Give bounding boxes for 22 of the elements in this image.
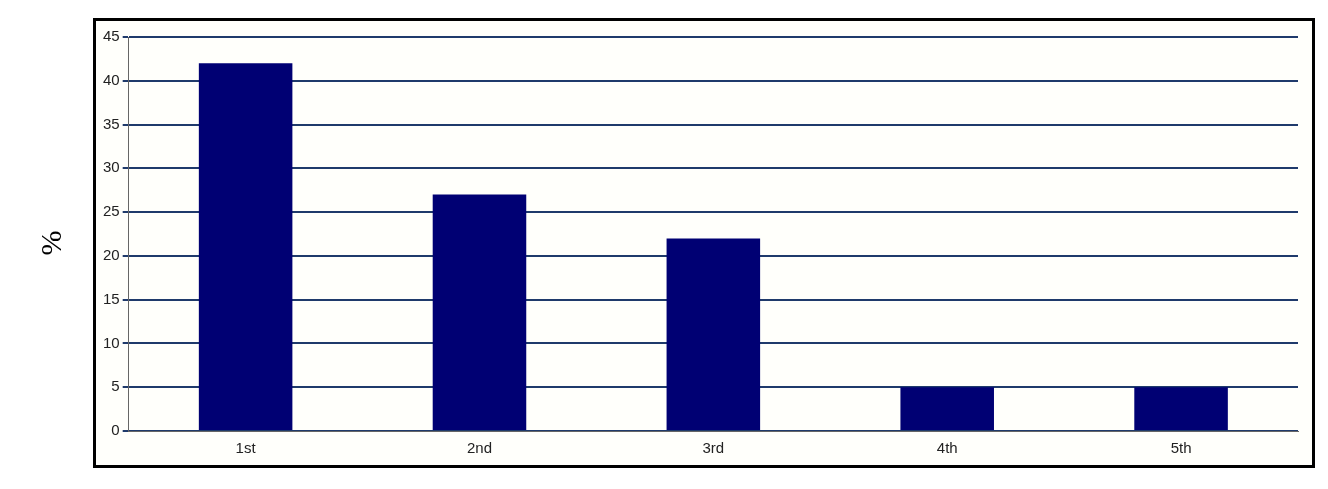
bar <box>1134 387 1228 430</box>
bar <box>900 387 994 430</box>
y-tick-label: 5 <box>111 377 120 395</box>
frame: 1st 2nd 3rd 4th 5th 0 5 10 15 20 25 30 35 40 45 <box>93 18 1315 468</box>
y-axis-title: % <box>33 230 68 256</box>
bar <box>198 63 293 430</box>
y-tick-label: 30 <box>103 158 120 176</box>
x-tick-label: 1st <box>235 439 257 457</box>
x-tick-label: 4th <box>936 439 958 457</box>
bar <box>666 238 761 430</box>
y-tick-label: 25 <box>103 202 120 220</box>
y-tick-label: 40 <box>103 70 120 88</box>
x-tick-label: 5th <box>1170 439 1192 457</box>
y-tick-label: 0 <box>111 421 120 439</box>
y-tick-label: 10 <box>103 333 120 351</box>
y-tick-label: 45 <box>103 27 120 45</box>
y-tick-label: 15 <box>103 289 120 307</box>
bar <box>432 194 527 430</box>
y-tick-label: 35 <box>103 114 120 132</box>
x-tick-label: 3rd <box>702 439 725 457</box>
y-tick-label: 20 <box>103 246 120 264</box>
x-tick-label: 2nd <box>466 439 492 457</box>
